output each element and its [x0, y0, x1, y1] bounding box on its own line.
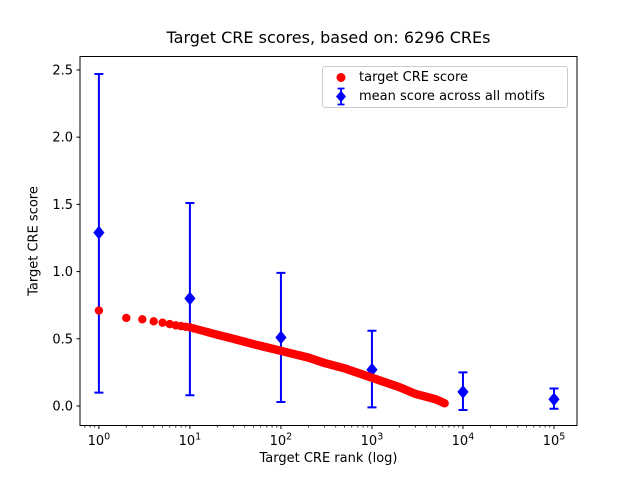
chart-title: Target CRE scores, based on: 6296 CREs	[166, 28, 491, 47]
x-tick-label: 104	[452, 432, 475, 450]
legend-red-circle	[336, 73, 346, 82]
mean-score-diamond	[275, 330, 287, 345]
target-score-point	[440, 399, 449, 408]
y-axis-ticks: 0.0 0.5 1.0 1.5 2.0 2.5	[52, 63, 80, 415]
legend-label-target-cre-score: target CRE score	[359, 70, 469, 85]
y-tick-label: 1.0	[52, 265, 73, 280]
legend-label-mean-score: mean score across all motifs	[359, 89, 545, 104]
x-tick-label: 101	[179, 432, 202, 450]
mean-score-diamond	[366, 362, 378, 377]
errorbar-caps	[549, 387, 559, 410]
target-score-point	[158, 318, 167, 327]
mean-score-diamond	[457, 385, 469, 399]
x-axis-ticks: 100 101 102 103 104 105	[88, 425, 566, 450]
errorbar-caps	[94, 72, 104, 394]
y-tick-label: 2.0	[52, 131, 73, 146]
target-score-point	[138, 315, 147, 324]
errorbar-series-mean-score	[93, 72, 560, 412]
y-tick-label: 0.5	[52, 332, 73, 347]
legend-item-target-cre-score: target CRE score	[323, 68, 567, 87]
red-circle-marker-icon	[323, 68, 359, 87]
target-score-point	[94, 306, 104, 315]
x-tick-label: 105	[543, 432, 566, 450]
target-score-point	[122, 313, 131, 323]
legend-blue-diamond	[336, 90, 346, 103]
blue-diamond-errorbar-marker-icon	[323, 87, 359, 106]
axes-spines	[79, 56, 578, 426]
y-tick-label: 1.5	[52, 198, 73, 213]
scatter-series-target-cre-score	[94, 306, 449, 408]
errorbar-caps	[458, 371, 468, 412]
x-axis-minor-ticks	[84, 425, 551, 428]
errorbar-caps	[185, 202, 195, 397]
legend-item-mean-score: mean score across all motifs	[323, 87, 567, 106]
y-tick-label: 0.0	[52, 400, 73, 415]
legend: target CRE score mean score across all m…	[322, 66, 568, 108]
x-tick-label: 103	[361, 432, 384, 450]
y-tick-label: 2.5	[52, 63, 73, 78]
target-score-point	[149, 317, 158, 326]
x-axis-label: Target CRE rank (log)	[259, 451, 398, 466]
errorbar-caps	[276, 271, 286, 403]
mean-score-diamond	[93, 225, 105, 240]
x-tick-label: 100	[88, 432, 111, 450]
x-tick-label: 102	[270, 432, 293, 450]
errorbar-caps	[367, 329, 377, 409]
mean-score-diamond	[184, 291, 196, 306]
mean-score-diamond	[548, 392, 560, 407]
